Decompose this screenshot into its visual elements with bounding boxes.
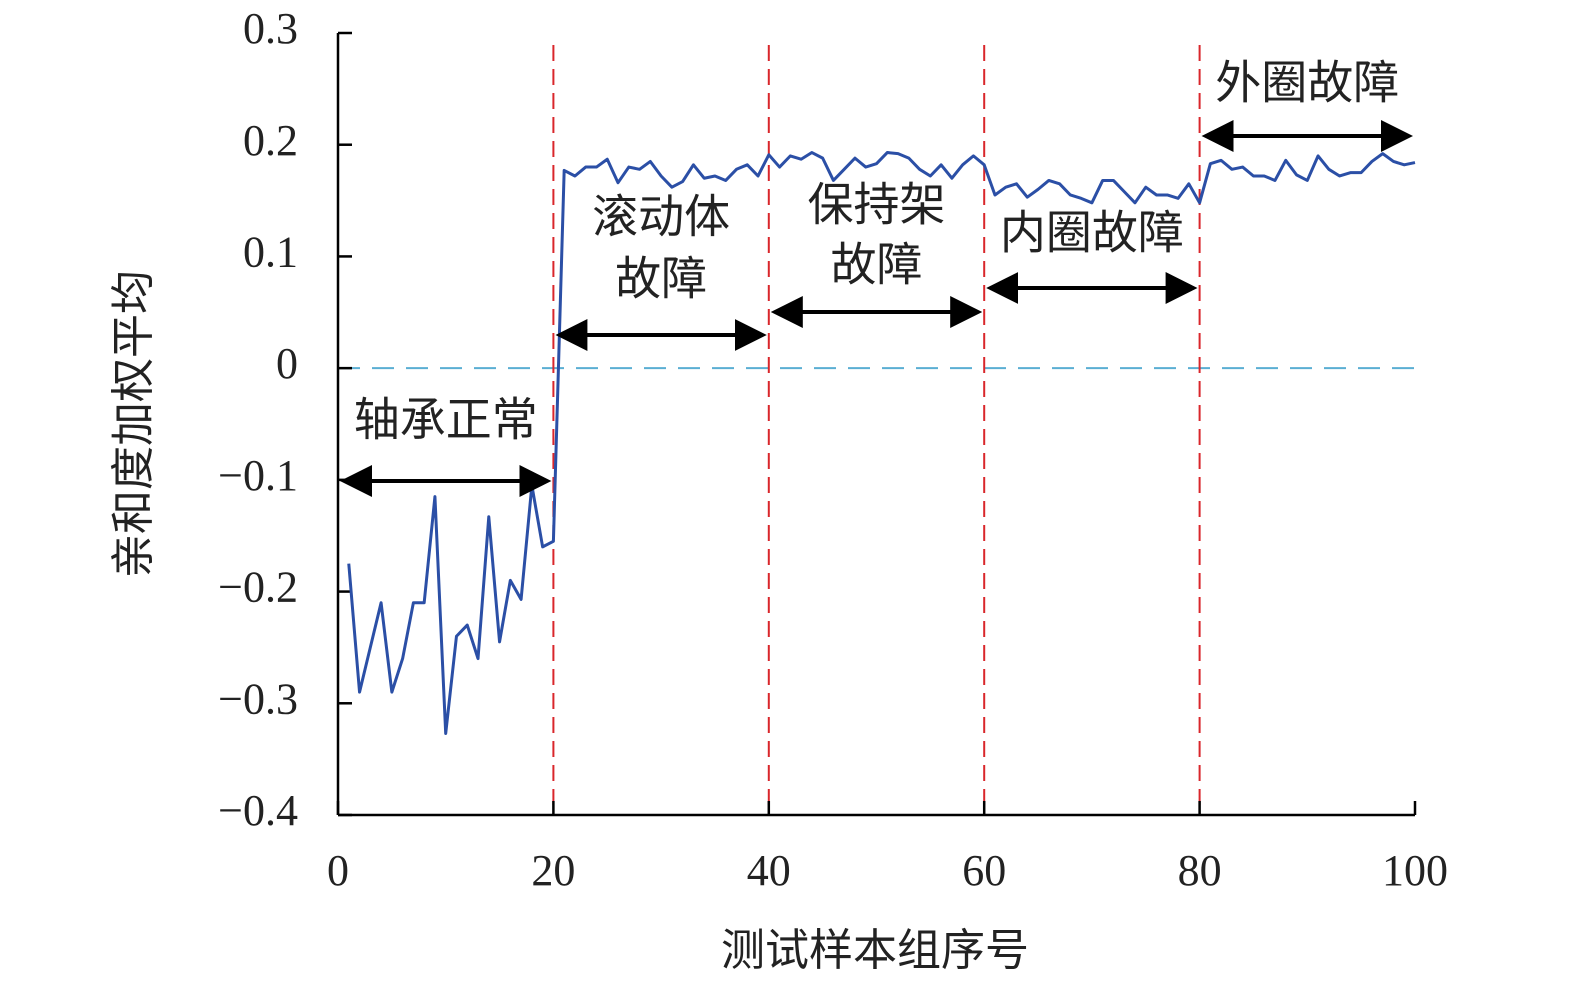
annotation-label: 故障 [831,240,923,291]
x-tick-label: 60 [962,846,1006,895]
annotation-label: 故障 [615,254,707,305]
y-tick-label: 0.3 [243,4,298,53]
y-tick-label: 0.2 [243,116,298,165]
y-axis-title: 亲和度加权平均 [109,270,158,578]
y-tick-label: −0.3 [218,674,298,723]
annotation-label: 内圈故障 [1000,208,1184,259]
annotation-label: 外圈故障 [1215,58,1399,109]
annotation-label: 轴承正常 [354,395,538,446]
data-line [347,151,1416,735]
x-tick-label: 100 [1382,846,1448,895]
y-tick-label: 0.1 [243,228,298,277]
y-tick-label: −0.2 [218,563,298,612]
y-tick-label: −0.4 [218,786,298,835]
y-tick-label: 0 [276,339,298,388]
annotation-label: 滚动体 [592,192,730,243]
annotation-label: 保持架 [808,180,946,231]
x-tick-label: 0 [327,846,349,895]
x-tick-label: 80 [1178,846,1222,895]
x-tick-label: 40 [747,846,791,895]
x-tick-label: 20 [531,846,575,895]
x-axis-title: 测试样本组序号 [721,926,1029,975]
y-tick-label: −0.1 [218,451,298,500]
